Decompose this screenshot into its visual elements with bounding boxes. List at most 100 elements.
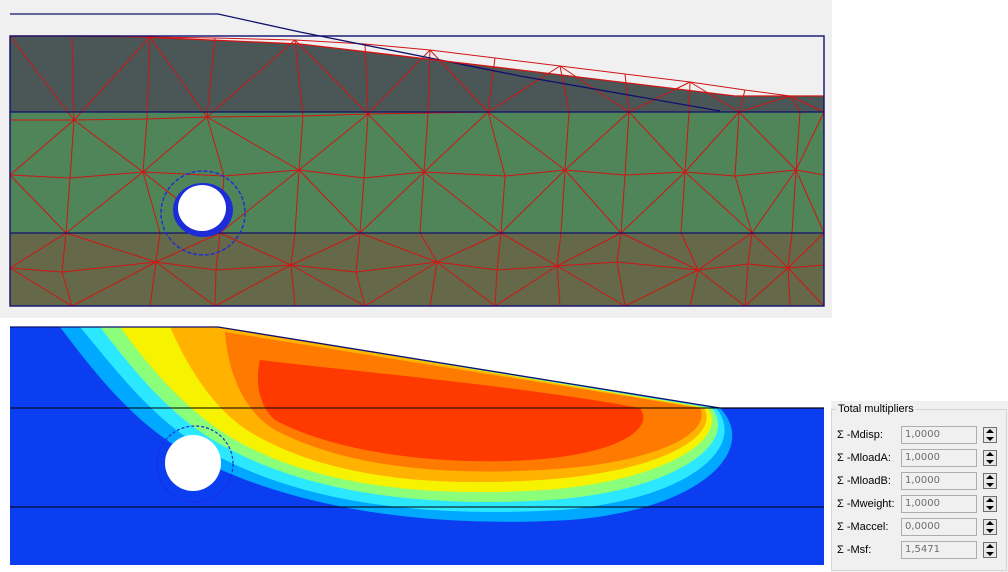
mesh-edge <box>684 111 740 173</box>
spin-down-icon[interactable] <box>986 529 994 533</box>
mesh-edge <box>500 169 566 234</box>
total-multipliers-title: Total multipliers <box>836 403 916 415</box>
mesh-edge <box>363 113 369 179</box>
mesh-edge <box>689 81 746 91</box>
mesh-edge <box>294 39 366 45</box>
mesh-edge <box>73 118 148 121</box>
mesh-edge <box>9 267 73 307</box>
mesh-edge <box>747 263 789 269</box>
mesh-edge <box>697 269 746 307</box>
mesh-edge <box>9 267 63 273</box>
mesh-edge <box>624 73 630 113</box>
mesh-edge <box>359 171 425 234</box>
mloadb-spinner[interactable] <box>983 473 997 489</box>
maccel-field[interactable]: 0,0000 <box>901 518 977 536</box>
mesh-edge <box>71 35 75 121</box>
mloada-field[interactable]: 1,0000 <box>901 449 977 467</box>
mesh-edge <box>738 89 746 113</box>
mesh-edge <box>65 177 71 234</box>
spin-down-icon[interactable] <box>986 437 994 441</box>
mesh-edge <box>9 174 71 179</box>
spin-down-icon[interactable] <box>986 460 994 464</box>
mloada-spinner[interactable] <box>983 450 997 466</box>
spin-up-icon[interactable] <box>986 544 994 548</box>
mesh-edge <box>624 73 691 83</box>
bottom-soil-layer <box>10 233 824 306</box>
spin-down-icon[interactable] <box>986 506 994 510</box>
mesh-edge <box>355 232 361 273</box>
mesh-edge <box>734 169 797 177</box>
mesh-edge <box>744 89 791 97</box>
mesh-edge <box>504 169 566 177</box>
mesh-edge <box>789 95 825 113</box>
mesh-edge <box>364 43 369 115</box>
spin-up-icon[interactable] <box>986 452 994 456</box>
mesh-view <box>0 0 832 318</box>
mesh-edge <box>219 169 300 234</box>
total-multipliers-panel: Total multipliers Σ -Mdisp: 1,0000 Σ -Ml… <box>831 401 1008 572</box>
maccel-spinner[interactable] <box>983 519 997 535</box>
mesh-edge <box>215 264 292 271</box>
mloadb-field[interactable]: 1,0000 <box>901 472 977 490</box>
mweight-spinner[interactable] <box>983 496 997 512</box>
mesh-edge <box>206 37 216 118</box>
spin-up-icon[interactable] <box>986 498 994 502</box>
mesh-edge <box>149 36 208 118</box>
mesh-edge <box>206 115 304 118</box>
mesh-edge <box>795 169 825 234</box>
mesh-edge <box>9 174 67 234</box>
mesh-edge <box>61 232 67 273</box>
mweight-field[interactable]: 1,0000 <box>901 495 977 513</box>
spin-up-icon[interactable] <box>986 521 994 525</box>
mesh-edge <box>429 49 496 59</box>
mesh-edge <box>214 269 217 307</box>
mdisp-spinner[interactable] <box>983 427 997 443</box>
mesh-edge <box>142 116 208 173</box>
mesh-edge <box>556 265 626 307</box>
mesh-lines <box>9 35 825 307</box>
mesh-edge <box>559 65 570 113</box>
msf-spinner[interactable] <box>983 542 997 558</box>
multiplier-label: Σ -Msf: <box>837 544 872 556</box>
mesh-edge <box>302 113 369 117</box>
mesh-edge <box>367 49 431 115</box>
total-multipliers-frame <box>831 409 1007 571</box>
mesh-edge <box>494 269 498 307</box>
mesh-edge <box>69 119 75 179</box>
mesh-edge <box>500 175 506 234</box>
msf-field[interactable]: 1,5471 <box>901 541 977 559</box>
multiplier-row-mdisp: Σ -Mdisp: 1,0000 <box>837 426 1005 445</box>
multiplier-label: Σ -Mweight: <box>837 498 895 510</box>
mesh-edge <box>142 171 161 234</box>
mesh-edge <box>751 169 797 234</box>
mesh-edge <box>734 175 753 234</box>
mesh-edge <box>69 171 144 179</box>
mesh-edge <box>787 267 791 307</box>
mesh-edge <box>419 232 438 263</box>
mesh-edge <box>487 111 506 177</box>
mesh-edge <box>206 116 225 177</box>
mdisp-field[interactable]: 1,0000 <box>901 426 977 444</box>
spin-up-icon[interactable] <box>986 429 994 433</box>
mesh-edge <box>738 111 797 171</box>
mesh-edge <box>556 261 618 267</box>
contour-tunnel <box>156 425 234 503</box>
mesh-edge <box>747 232 753 265</box>
mesh-edge <box>734 111 740 177</box>
mesh-edge <box>795 169 825 176</box>
spin-down-icon[interactable] <box>986 483 994 487</box>
mesh-edge <box>795 111 801 171</box>
spin-down-icon[interactable] <box>986 552 994 556</box>
mesh-edge <box>294 169 300 234</box>
mesh-edge <box>795 111 825 171</box>
spin-up-icon[interactable] <box>986 475 994 479</box>
mesh-edge <box>628 81 691 113</box>
mesh-edge <box>146 36 151 120</box>
mesh-edge <box>624 269 699 307</box>
mesh-edge <box>564 111 570 171</box>
multiplier-row-mloadb: Σ -MloadB: 1,0000 <box>837 472 1005 491</box>
mesh-edge <box>616 261 699 271</box>
mesh-edge <box>146 116 208 120</box>
multiplier-label: Σ -Mdisp: <box>837 429 883 441</box>
mesh-edge <box>423 171 502 234</box>
